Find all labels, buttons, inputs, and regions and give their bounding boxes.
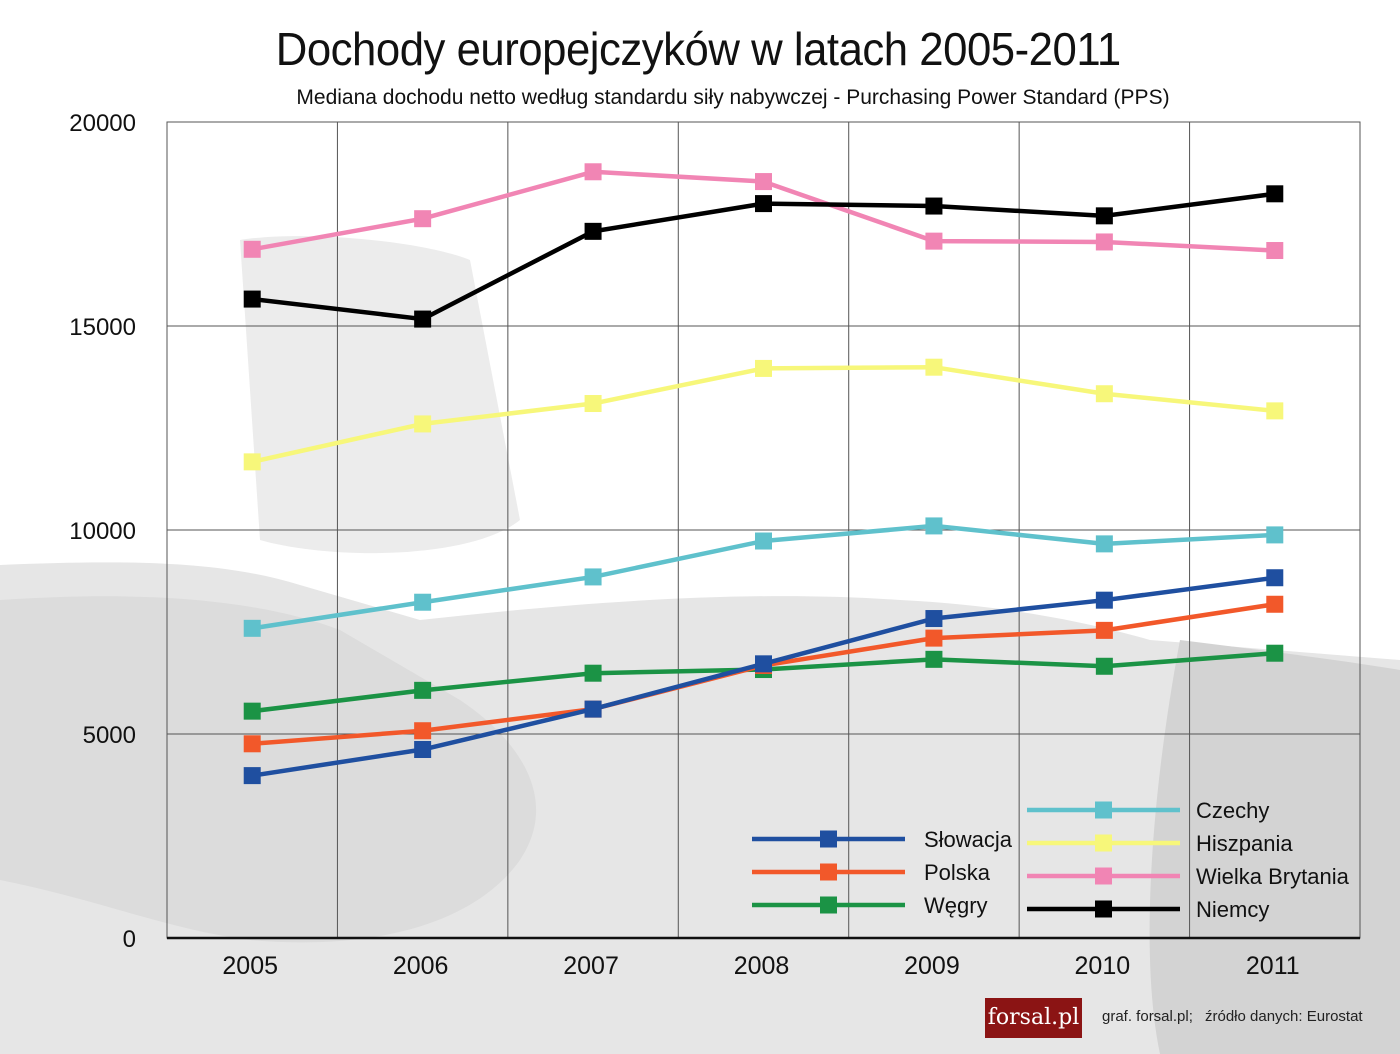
data-point <box>243 735 261 753</box>
data-point <box>1266 569 1284 587</box>
x-tick-label: 2011 <box>1246 952 1300 980</box>
data-point <box>1266 644 1284 662</box>
footer-credit: graf. forsal.pl; <box>1102 1008 1193 1025</box>
legend-marker <box>820 896 837 914</box>
data-point <box>925 358 943 376</box>
data-point <box>414 681 432 699</box>
data-point <box>414 593 432 611</box>
data-point <box>243 619 261 637</box>
data-point <box>1095 233 1113 251</box>
data-point <box>1095 657 1113 675</box>
series-line <box>251 364 1276 465</box>
data-point <box>414 310 432 328</box>
data-point <box>243 240 261 258</box>
y-tick-label: 20000 <box>69 110 136 137</box>
y-tick-label: 0 <box>123 926 136 953</box>
data-point <box>925 517 943 535</box>
data-point <box>755 532 772 550</box>
data-point <box>925 232 943 250</box>
data-point <box>1266 526 1284 544</box>
legend-label: Wielka Brytania <box>1196 864 1350 889</box>
legend-marker <box>1095 834 1112 852</box>
data-point <box>584 700 602 718</box>
x-tick-label: 2010 <box>1075 952 1131 980</box>
data-point <box>1095 535 1113 553</box>
data-point <box>414 722 432 740</box>
data-point <box>925 610 943 628</box>
legend-label: Hiszpania <box>1196 831 1293 856</box>
data-point <box>414 210 432 228</box>
legend-label: Niemcy <box>1196 897 1269 922</box>
data-point <box>414 415 432 433</box>
legend-label: Słowacja <box>924 827 1013 852</box>
x-tick-label: 2008 <box>734 952 790 980</box>
legend-marker <box>1095 900 1112 918</box>
data-point <box>1095 591 1113 609</box>
data-point <box>584 395 602 413</box>
data-point <box>1266 185 1284 203</box>
legend-label: Polska <box>924 860 991 885</box>
data-point <box>584 222 602 240</box>
series-line <box>251 191 1276 322</box>
chart-subtitle: Mediana dochodu netto według standardu s… <box>296 86 1170 109</box>
x-tick-label: 2006 <box>393 952 449 980</box>
data-point <box>1266 595 1284 613</box>
x-tick-label: 2009 <box>904 952 960 980</box>
y-tick-label: 10000 <box>69 518 136 545</box>
data-point <box>755 173 772 191</box>
data-point <box>925 197 943 215</box>
data-point <box>584 163 602 181</box>
data-point <box>1095 621 1113 639</box>
legend-label: Węgry <box>924 893 988 918</box>
legend-marker <box>820 863 837 881</box>
legend-marker <box>1095 801 1112 819</box>
forsal-logo: forsal.pl <box>985 998 1082 1038</box>
x-tick-label: 2005 <box>222 952 278 980</box>
data-point <box>584 568 602 586</box>
data-point <box>1266 242 1284 260</box>
data-point <box>925 629 943 647</box>
data-point <box>243 453 261 471</box>
footer-source: źródło danych: Eurostat <box>1205 1008 1363 1025</box>
data-point <box>755 195 772 213</box>
y-tick-label: 15000 <box>69 314 136 341</box>
data-point <box>243 767 261 785</box>
x-tick-label: 2007 <box>563 952 619 980</box>
data-point <box>1095 207 1113 225</box>
chart-title: Dochody europejczyków w latach 2005-2011 <box>275 23 1121 75</box>
data-point <box>243 702 261 720</box>
y-tick-label: 5000 <box>83 722 136 749</box>
data-point <box>414 741 432 759</box>
data-point <box>925 650 943 668</box>
data-point <box>584 664 602 682</box>
legend-marker <box>1095 867 1112 885</box>
data-point <box>755 359 772 377</box>
data-point <box>1095 385 1113 403</box>
data-point <box>755 655 772 673</box>
legend-marker <box>820 830 837 848</box>
data-point <box>1266 402 1284 420</box>
data-point <box>243 290 261 308</box>
legend-label: Czechy <box>1196 798 1269 823</box>
